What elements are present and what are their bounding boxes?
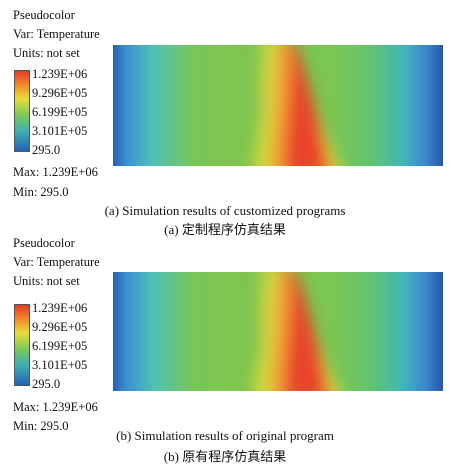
temperature-field-plot [113,272,443,391]
legend-variable: Var: Temperature [13,255,100,269]
legend-units: Units: not set [13,46,80,60]
caption-english: (b) Simulation results of original progr… [116,428,334,443]
legend-plot-type: Pseudocolor [13,236,75,250]
colorbar-tick: 9.296E+05 [32,320,88,334]
colorbar-tick: 6.199E+05 [32,339,88,353]
colorbar-tick: 295.0 [32,377,61,391]
legend-max: Max: 1.239E+06 [13,165,98,179]
colorbar-tick: 1.239E+06 [32,301,88,315]
legend-min: Min: 295.0 [13,185,69,199]
temperature-field-plot [113,45,443,166]
colorbar [14,304,30,386]
figure-panel-a: Pseudocolor Var: Temperature Units: not … [13,8,443,237]
colorbar-tick: 1.239E+06 [32,67,88,81]
caption-chinese: (a) 定制程序仿真结果 [164,222,286,237]
legend-plot-type: Pseudocolor [13,8,75,22]
figure-panel-b: Pseudocolor Var: Temperature Units: not … [0,236,450,474]
legend-max: Max: 1.239E+06 [13,400,98,414]
colorbar-tick: 3.101E+05 [32,358,88,372]
legend-variable: Var: Temperature [13,27,100,41]
legend-units: Units: not set [13,274,80,288]
colorbar-tick: 295.0 [32,143,61,157]
legend-min: Min: 295.0 [13,419,69,433]
caption-chinese: (b) 原有程序仿真结果 [163,449,287,464]
colorbar-tick: 3.101E+05 [32,124,88,138]
colorbar-tick: 9.296E+05 [32,86,88,100]
colorbar-tick: 6.199E+05 [32,105,88,119]
colorbar [14,70,30,152]
caption-english: (a) Simulation results of customized pro… [104,203,346,218]
